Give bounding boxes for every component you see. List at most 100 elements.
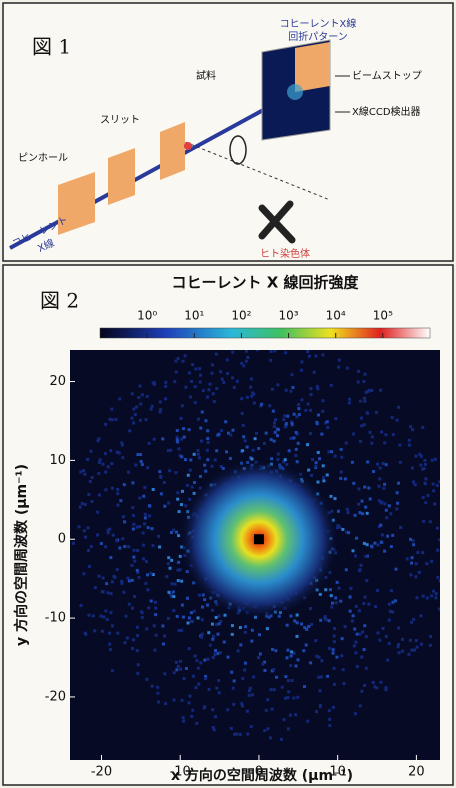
speckle xyxy=(424,477,427,480)
speckle xyxy=(206,395,209,398)
speckle xyxy=(314,354,317,357)
speckle xyxy=(332,648,335,651)
speckle xyxy=(146,573,149,576)
speckle xyxy=(335,656,338,659)
speckle xyxy=(431,459,434,462)
speckle xyxy=(399,526,402,529)
speckle xyxy=(423,467,426,470)
speckle xyxy=(370,442,373,445)
speckle xyxy=(333,683,336,686)
speckle xyxy=(285,389,288,392)
speckle xyxy=(116,492,119,495)
speckle xyxy=(206,458,209,461)
speckle xyxy=(186,484,189,487)
speckle xyxy=(356,665,359,668)
speckle xyxy=(340,456,343,459)
speckle xyxy=(331,602,334,605)
speckle xyxy=(138,576,141,579)
speckle xyxy=(156,692,159,695)
speckle xyxy=(128,429,131,432)
speckle xyxy=(290,373,293,376)
speckle xyxy=(348,401,351,404)
speckle xyxy=(157,700,160,703)
speckle xyxy=(167,562,170,565)
speckle xyxy=(357,370,360,373)
speckle xyxy=(266,698,269,701)
speckle xyxy=(349,610,352,613)
speckle xyxy=(318,457,321,460)
speckle xyxy=(421,551,424,554)
speckle xyxy=(138,385,141,388)
speckle xyxy=(161,624,164,627)
speckle xyxy=(187,474,190,477)
pattern-center xyxy=(287,84,303,100)
speckle xyxy=(429,520,432,523)
speckle xyxy=(239,643,242,646)
speckle xyxy=(100,615,103,618)
speckle xyxy=(351,619,354,622)
speckle xyxy=(358,511,361,514)
speckle xyxy=(231,351,234,354)
speckle xyxy=(200,440,203,443)
speckle xyxy=(289,615,292,618)
speckle xyxy=(88,565,91,568)
speckle xyxy=(174,360,177,363)
speckle xyxy=(167,502,170,505)
speckle xyxy=(89,450,92,453)
speckle xyxy=(96,439,99,442)
detector-label: X線CCD検出器 xyxy=(352,105,421,118)
speckle xyxy=(315,421,318,424)
speckle xyxy=(140,460,143,463)
speckle xyxy=(342,668,345,671)
speckle xyxy=(358,609,361,612)
speckle xyxy=(237,649,240,652)
speckle xyxy=(250,377,253,380)
speckle xyxy=(346,367,349,370)
speckle xyxy=(172,609,175,612)
speckle xyxy=(190,380,193,383)
speckle xyxy=(137,396,140,399)
speckle xyxy=(184,354,187,357)
speckle xyxy=(211,638,214,641)
speckle xyxy=(340,654,343,657)
speckle xyxy=(310,393,313,396)
speckle xyxy=(322,476,325,479)
speckle xyxy=(401,650,404,653)
speckle xyxy=(342,682,345,685)
speckle xyxy=(294,713,297,716)
speckle xyxy=(214,458,217,461)
speckle xyxy=(242,435,245,438)
speckle xyxy=(176,440,179,443)
speckle xyxy=(141,616,144,619)
speckle xyxy=(289,437,292,440)
speckle xyxy=(189,469,192,472)
speckle xyxy=(363,596,366,599)
speckle xyxy=(136,634,139,637)
speckle xyxy=(194,385,197,388)
speckle xyxy=(360,690,363,693)
slit-plate xyxy=(160,122,185,180)
speckle xyxy=(87,493,90,496)
speckle xyxy=(328,718,331,721)
speckle xyxy=(212,656,215,659)
speckle xyxy=(241,677,244,680)
speckle xyxy=(104,471,107,474)
speckle xyxy=(391,416,394,419)
speckle xyxy=(101,590,104,593)
speckle xyxy=(173,380,176,383)
speckle xyxy=(355,605,358,608)
speckle xyxy=(371,435,374,438)
speckle xyxy=(189,395,192,398)
speckle xyxy=(175,661,178,664)
speckle xyxy=(104,452,107,455)
speckle xyxy=(197,453,200,456)
sample-label: 試料 xyxy=(196,69,216,82)
speckle xyxy=(275,676,278,679)
speckle xyxy=(116,503,119,506)
speckle xyxy=(276,383,279,386)
speckle xyxy=(96,511,99,514)
speckle xyxy=(118,546,121,549)
y-tick-label: 0 xyxy=(58,532,66,547)
speckle xyxy=(361,512,364,515)
speckle xyxy=(188,616,191,619)
